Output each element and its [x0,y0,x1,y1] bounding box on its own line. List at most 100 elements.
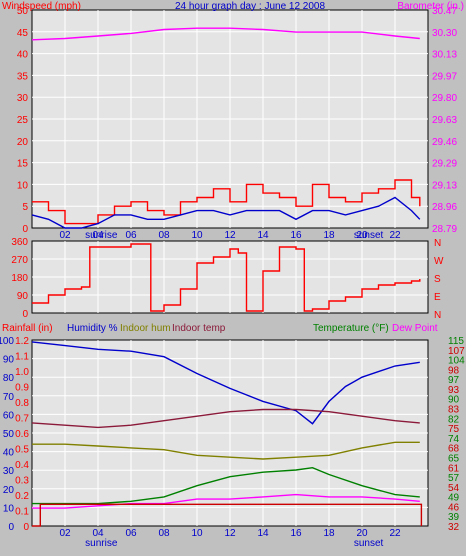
series-line-temperature [32,466,420,505]
sunset-label-bottom: sunset [354,538,384,549]
compass-tick-label: N [434,238,441,249]
humidity-tick-label: 40 [3,448,15,459]
temperature-tick-label: 90 [448,395,460,406]
series-line-indoor-hum [32,441,420,460]
direction-tick-label: 360 [11,237,28,248]
temperature-tick-label: 82 [448,414,460,425]
x-tick-label: 06 [125,230,137,241]
y-tick-label: 30 [17,93,29,104]
y-tick-label: 20 [17,137,29,148]
rain-tick-label: 0.5 [15,445,29,456]
temperature-tick-label: 68 [448,444,460,455]
temperature-tick-label: 93 [448,385,460,396]
y-tick-label: 5 [22,202,28,213]
humidity-tick-label: 60 [3,410,15,421]
humidity-tick-label: 70 [3,392,15,403]
temperature-axis-title: Temperature (°F) [313,323,389,334]
x-tick-label: 12 [224,230,236,241]
sunrise-label: sunrise [85,230,118,241]
rain-tick-label: 0.6 [15,429,29,440]
temperature-tick-label: 115 [448,336,464,347]
y-tick-label: 50 [17,6,29,17]
rain-tick-label: 0.1 [15,507,29,518]
x-tick-label: 16 [290,528,302,539]
legend-indoor-hum: Indoor hum [120,323,171,334]
temperature-tick-label: 98 [448,365,460,376]
y2-tick-label: 29.29 [432,159,457,170]
series-line-wind-gust [32,179,421,225]
series-line-wind-direction [32,243,421,312]
y-tick-label: 10 [17,180,29,191]
humidity-tick-label: 0 [8,522,14,533]
y2-tick-label: 30.13 [432,50,457,61]
x-tick-label: 02 [59,528,71,539]
y2-tick-label: 29.97 [432,71,457,82]
rain-tick-label: 1.0 [15,367,29,378]
sunset-label: sunset [354,230,384,241]
temperature-tick-label: 57 [448,473,460,484]
compass-tick-label: N [434,310,441,321]
x-tick-label: 16 [290,230,302,241]
x-tick-label: 20 [356,528,368,539]
humidity-tick-label: 20 [3,485,15,496]
rain-tick-label: 1.2 [15,336,29,347]
humidity-tick-label: 100 [0,336,14,347]
x-tick-label: 10 [191,230,203,241]
y2-tick-label: 28.79 [432,224,457,235]
compass-tick-label: E [434,292,441,303]
sunrise-label-bottom: sunrise [85,538,118,549]
rain-tick-label: 0.3 [15,476,29,487]
series-line-wind-average [31,196,421,229]
rain-tick-label: 0 [23,522,29,533]
direction-tick-label: 180 [11,273,28,284]
humidity-tick-label: 90 [3,355,15,366]
temperature-tick-label: 75 [448,424,460,435]
temperature-tick-label: 32 [448,522,460,533]
temperature-tick-label: 65 [448,453,460,464]
rain-tick-label: 0.4 [15,460,29,471]
x-tick-label: 22 [389,230,401,241]
direction-tick-label: 0 [22,309,28,320]
compass-tick-label: W [434,256,444,267]
humidity-tick-label: 10 [3,503,15,514]
x-tick-label: 14 [257,528,269,539]
x-tick-label: 08 [158,230,170,241]
y-tick-label: 0 [22,224,28,235]
x-tick-label: 18 [323,230,335,241]
y-tick-label: 35 [17,71,29,82]
y2-tick-label: 29.80 [432,93,457,104]
temperature-tick-label: 74 [448,434,460,445]
humidity-tick-label: 30 [3,466,15,477]
x-tick-label: 04 [92,230,104,241]
compass-tick-label: S [434,274,441,285]
temperature-tick-label: 104 [448,356,465,367]
series-line-humidity- [31,341,420,425]
y2-tick-label: 29.63 [432,115,457,126]
temperature-tick-label: 97 [448,375,460,386]
x-tick-label: 06 [125,528,137,539]
y2-tick-label: 29.13 [432,180,457,191]
direction-tick-label: 90 [17,291,29,302]
humidity-tick-label: 80 [3,373,15,384]
x-tick-label: 04 [92,528,104,539]
y2-axis-title: Barometer (in.) [397,1,464,12]
y2-tick-label: 29.46 [432,137,457,148]
series-line-dew-point [32,493,420,509]
direction-tick-label: 270 [11,255,28,266]
humidity-tick-label: 50 [3,429,15,440]
temperature-tick-label: 46 [448,502,460,513]
rain-axis-title: Rainfall (in) [2,323,53,334]
legend-indoor-temp: Indoor temp [172,323,226,334]
temperature-tick-label: 107 [448,346,465,357]
temperature-tick-label: 39 [448,512,460,523]
x-tick-label: 02 [59,230,71,241]
x-tick-label: 08 [158,528,170,539]
rain-tick-label: 1.1 [15,352,29,363]
temperature-tick-label: 54 [448,483,460,494]
series-line-rainfall [32,503,423,527]
y2-tick-label: 28.96 [432,202,457,213]
x-tick-label: 12 [224,528,236,539]
x-tick-label: 20 [356,230,368,241]
temperature-tick-label: 49 [448,493,460,504]
